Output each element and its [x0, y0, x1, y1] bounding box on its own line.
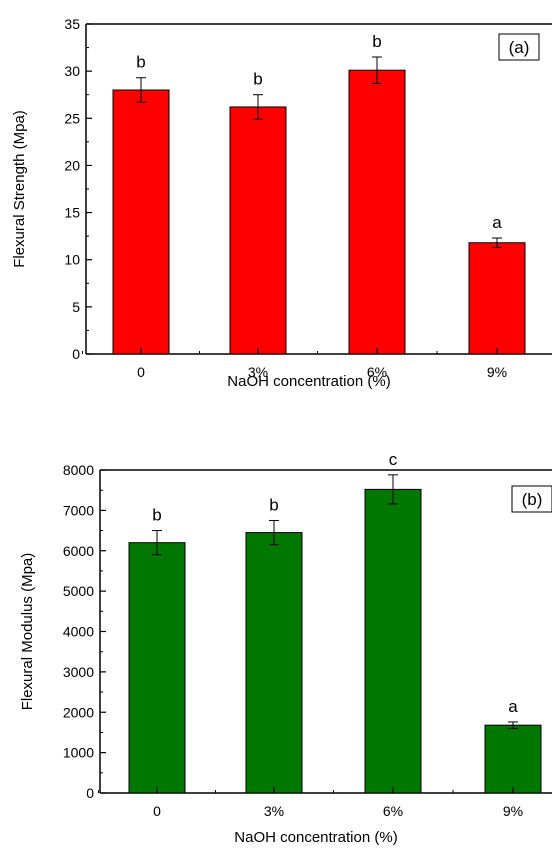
y-tick-label: 6000	[63, 543, 94, 559]
y-tick-label: 4000	[63, 624, 94, 640]
bar-3	[348, 69, 406, 355]
significance-letter: a	[492, 213, 502, 232]
y-tick-label: 2000	[63, 704, 94, 720]
y-tick-label: 0	[86, 785, 94, 801]
x-axis-label: NaOH concentration (%)	[234, 829, 397, 846]
chart-panel-a: 0 5 10 15 20 25 30 35 b 0 b 3% b 6% a 9% NaOH concentrat…	[11, 16, 552, 390]
y-tick-label: 1000	[63, 745, 94, 761]
y-tick-label: 8000	[63, 462, 94, 478]
y-tick-label: 5	[72, 299, 80, 315]
significance-letter: b	[372, 32, 381, 51]
y-tick-label: 35	[64, 16, 80, 32]
bar-4	[468, 242, 526, 355]
y-tick-label: 3000	[63, 664, 94, 680]
panel-label-box	[511, 485, 552, 513]
x-axis-label: NaOH concentration (%)	[227, 373, 390, 390]
bar-2	[229, 106, 287, 355]
y-tick-label: 20	[64, 157, 80, 173]
x-tick-label: 3%	[264, 803, 284, 819]
significance-letter: c	[389, 450, 398, 469]
significance-letter: b	[253, 70, 262, 89]
x-tick-label: 9%	[487, 364, 507, 380]
panel-label: (b)	[522, 490, 543, 509]
x-tick-label: 6%	[383, 803, 403, 819]
x-tick-label: 9%	[503, 803, 523, 819]
y-tick-label: 5000	[63, 583, 94, 599]
panel-label-box	[498, 33, 540, 61]
chart-panel-b: 0 1000 2000 3000 4000 5000 6000 7000 8000 b 0 b 3% c 6…	[19, 450, 552, 846]
panel-label: (a)	[509, 38, 530, 57]
bar-1	[112, 89, 170, 355]
significance-letter: a	[508, 697, 518, 716]
y-axis-label: Flexural Strength (Mpa)	[11, 110, 28, 268]
y-tick-label: 10	[64, 252, 80, 268]
bar-3	[364, 488, 422, 794]
bar-1	[128, 542, 186, 794]
x-tick-label: 0	[137, 364, 145, 380]
y-axis-label: Flexural Modulus (Mpa)	[19, 553, 36, 711]
significance-letter: b	[152, 506, 161, 525]
y-tick-label: 7000	[63, 502, 94, 518]
significance-letter: b	[269, 495, 278, 514]
y-tick-label: 0	[72, 346, 80, 362]
y-tick-label: 25	[64, 110, 80, 126]
x-tick-label: 6%	[367, 364, 387, 380]
x-tick-label: 0	[153, 803, 161, 819]
bar-4	[484, 724, 542, 794]
bar-2	[245, 532, 303, 794]
y-tick-label: 30	[64, 63, 80, 79]
y-tick-label: 15	[64, 205, 80, 221]
x-tick-label: 3%	[248, 364, 268, 380]
significance-letter: b	[136, 53, 145, 72]
